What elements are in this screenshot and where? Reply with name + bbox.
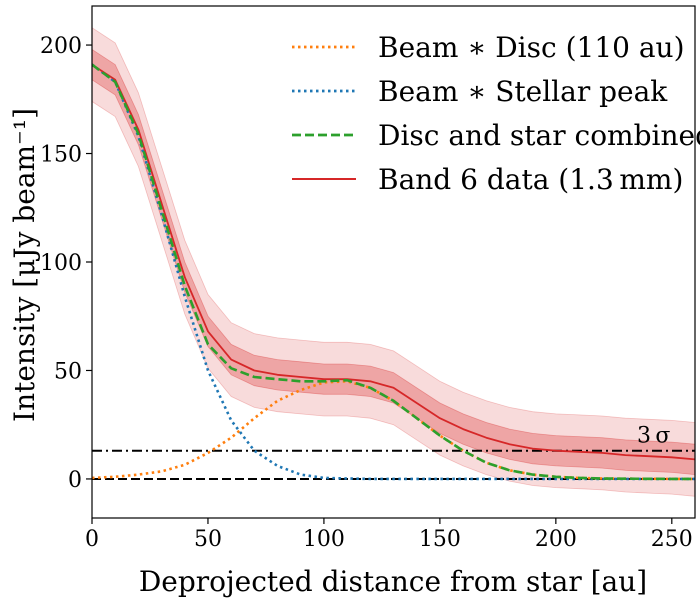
- legend-label-combined: Disc and star combined: [378, 119, 700, 152]
- inner-uncertainty-band: [92, 48, 695, 476]
- x-tick-label: 200: [535, 527, 577, 552]
- y-tick-label: 150: [40, 143, 82, 168]
- outer-uncertainty-band: [92, 27, 695, 497]
- x-tick-label: 250: [651, 527, 693, 552]
- y-tick-label: 100: [40, 251, 82, 276]
- series-line-beam-stellar-peak: [92, 63, 695, 481]
- x-tick-label: 100: [303, 527, 345, 552]
- legend-entry-beam-star: Beam ∗ Stellar peak: [292, 75, 668, 108]
- series-line-disc-and-star-combined: [92, 63, 695, 481]
- legend-entry-band6: Band 6 data (1.3 mm): [292, 163, 683, 196]
- y-tick-label: 200: [40, 34, 82, 59]
- three-sigma-label: 3 σ: [637, 424, 670, 449]
- legend-entry-beam-disc: Beam ∗ Disc (110 au): [292, 31, 685, 64]
- legend-entry-combined: Disc and star combined: [292, 119, 700, 152]
- legend-label-band6: Band 6 data (1.3 mm): [378, 163, 683, 196]
- x-tick-label: 0: [85, 527, 99, 552]
- legend-label-beam-disc: Beam ∗ Disc (110 au): [378, 31, 685, 64]
- x-tick-label: 50: [194, 527, 222, 552]
- y-axis-label: Intensity [μJy beam⁻¹]: [8, 108, 41, 422]
- axis-ticks: 0 50 100 150 200 250 0 50 100 150 200: [40, 34, 693, 552]
- x-axis-label: Deprojected distance from star [au]: [139, 565, 647, 598]
- series-lines: [92, 63, 695, 481]
- y-tick-label: 50: [54, 359, 82, 384]
- y-tick-label: 0: [68, 468, 82, 493]
- series-line-band-6-data-1-3-mm: [92, 63, 695, 461]
- uncertainty-bands: [92, 27, 695, 497]
- x-tick-label: 150: [419, 527, 461, 552]
- legend-label-beam-star: Beam ∗ Stellar peak: [378, 75, 668, 108]
- legend: Beam ∗ Disc (110 au) Beam ∗ Stellar peak…: [292, 31, 700, 196]
